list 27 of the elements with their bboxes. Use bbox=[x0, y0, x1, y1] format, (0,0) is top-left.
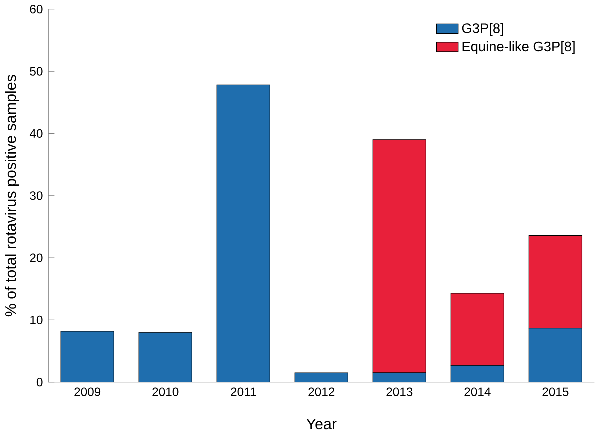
y-tick-label: 60 bbox=[30, 5, 43, 14]
x-tick-label: 2010 bbox=[152, 388, 179, 397]
x-tick-label: 2014 bbox=[464, 388, 491, 397]
x-tick-label: 2012 bbox=[308, 388, 335, 397]
bar bbox=[373, 373, 426, 383]
x-tick-label: 2009 bbox=[74, 388, 101, 397]
bar bbox=[295, 373, 348, 383]
legend-label: G3P[8] bbox=[462, 23, 504, 36]
bar bbox=[528, 328, 583, 383]
bar bbox=[372, 140, 426, 374]
y-tick-label: 10 bbox=[30, 316, 43, 325]
bar bbox=[450, 365, 504, 383]
bar bbox=[216, 85, 270, 383]
y-tick-label: 40 bbox=[30, 130, 43, 138]
y-tick-label: 30 bbox=[30, 192, 43, 200]
bar bbox=[60, 331, 114, 383]
x-tick-label: 2011 bbox=[231, 388, 256, 397]
bar bbox=[450, 293, 504, 366]
bar bbox=[138, 332, 192, 383]
y-tick-label: 0 bbox=[36, 378, 43, 387]
y-tick-label: 20 bbox=[30, 254, 43, 263]
y-axis-title: % of total rotavirus positive samples bbox=[5, 75, 20, 317]
x-axis-title: Year bbox=[306, 419, 337, 430]
legend-label: Equine-like G3P[8] bbox=[462, 42, 575, 54]
x-tick-label: 2013 bbox=[386, 388, 413, 397]
y-tick-label: 50 bbox=[30, 67, 43, 76]
x-tick-label: 2015 bbox=[542, 388, 569, 397]
